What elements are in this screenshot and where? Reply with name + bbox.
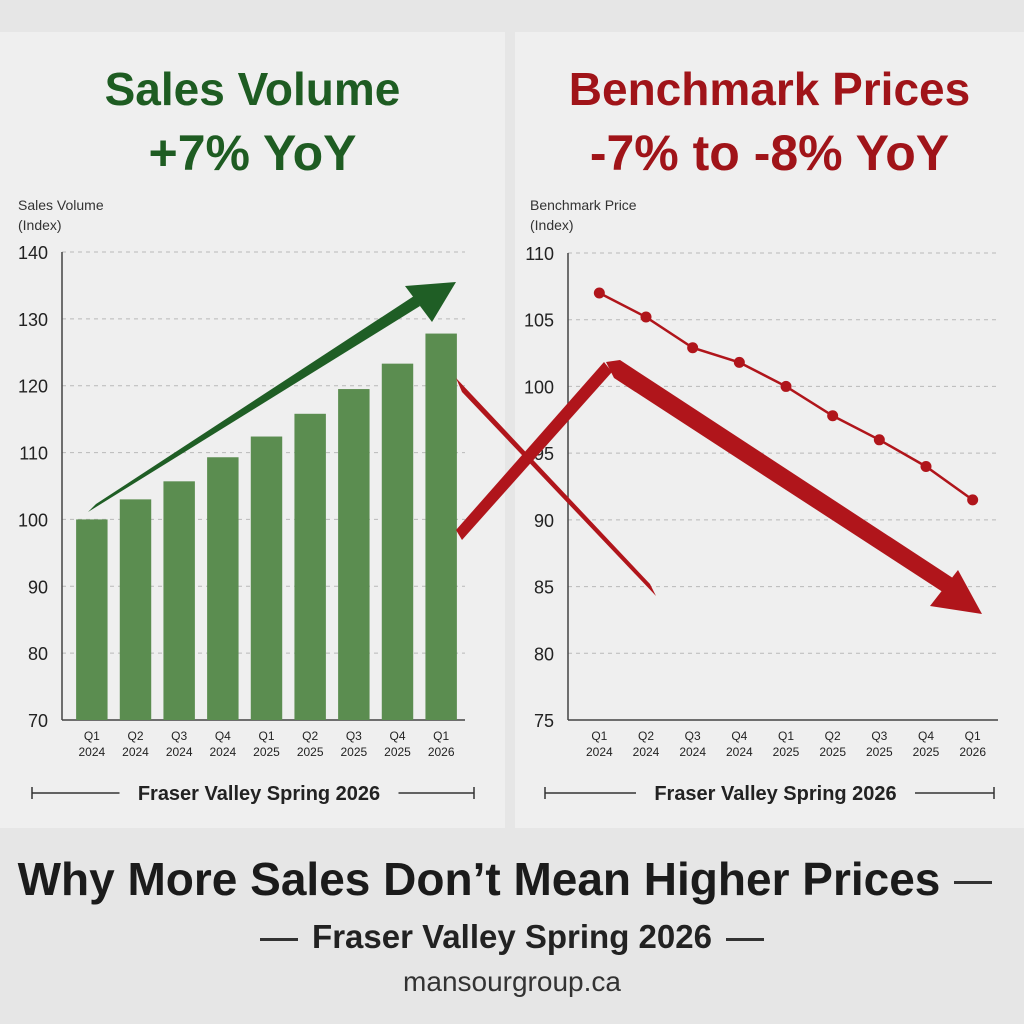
y-tick-label: 85	[534, 578, 554, 598]
footer-title: Why More Sales Don’t Mean Higher Prices	[0, 852, 1024, 906]
y-axis-label: (Index)	[530, 217, 574, 233]
x-tick-label: 2024	[166, 745, 193, 759]
y-tick-label: 70	[28, 711, 48, 731]
x-tick-label: 2026	[428, 745, 455, 759]
x-tick-label: 2025	[384, 745, 411, 759]
x-tick-label: 2024	[78, 745, 105, 759]
benchmark-prices-title: Benchmark Prices	[568, 63, 971, 115]
x-tick-label: 2024	[679, 745, 706, 759]
x-tick-label: Q1	[778, 729, 794, 743]
cross-arrow-down	[456, 378, 656, 596]
sales-bar	[119, 499, 152, 720]
footer-title-dash	[954, 881, 993, 885]
x-tick-label: Q3	[685, 729, 701, 743]
x-tick-label: 2025	[773, 745, 800, 759]
x-tick-label: 2024	[726, 745, 753, 759]
y-axis-label: Sales Volume	[18, 197, 104, 213]
y-tick-label: 110	[525, 244, 554, 264]
x-tick-label: 2025	[866, 745, 893, 759]
x-tick-label: 2026	[959, 745, 986, 759]
footer-subtitle-line: Fraser Valley Spring 2026	[0, 918, 1024, 956]
price-point	[920, 460, 932, 472]
y-tick-label: 120	[18, 377, 48, 397]
price-point	[873, 434, 885, 446]
chart-caption: Fraser Valley Spring 2026	[138, 783, 380, 805]
footer-subtitle: Fraser Valley Spring 2026	[312, 918, 712, 955]
x-tick-label: Q1	[965, 729, 981, 743]
y-tick-label: 80	[28, 644, 48, 664]
x-tick-label: Q4	[389, 729, 405, 743]
chart-caption: Fraser Valley Spring 2026	[654, 783, 896, 805]
sales-bar	[163, 481, 195, 720]
sales-bar	[294, 413, 326, 720]
benchmark-prices-panel: Benchmark Prices -7% to -8% YoY	[515, 32, 1024, 828]
price-point	[640, 311, 652, 323]
x-tick-label: Q3	[871, 729, 887, 743]
sales-bar	[76, 519, 108, 720]
benchmark-prices-change: -7% to -8% YoY	[589, 125, 950, 181]
x-tick-label: Q2	[127, 729, 143, 743]
price-point	[827, 410, 839, 422]
y-tick-label: 110	[19, 444, 48, 464]
y-tick-label: 100	[524, 377, 554, 397]
y-tick-label: 100	[18, 510, 48, 530]
price-point	[733, 356, 745, 368]
y-tick-label: 80	[534, 644, 554, 664]
sales-volume-change: +7% YoY	[148, 125, 357, 181]
sales-bar	[381, 363, 414, 720]
x-tick-label: Q1	[84, 729, 100, 743]
trend-down-arrow-head	[930, 570, 982, 614]
x-tick-label: Q4	[918, 729, 934, 743]
y-tick-label: 90	[534, 511, 554, 531]
trend-down-arrow	[606, 360, 962, 598]
y-tick-label: 105	[524, 311, 554, 331]
footer-right-dash	[725, 937, 764, 941]
x-tick-label: Q1	[258, 729, 274, 743]
x-tick-label: 2024	[122, 745, 149, 759]
x-tick-label: Q3	[346, 729, 362, 743]
footer-url: mansourgroup.ca	[403, 966, 621, 997]
y-tick-label: 75	[534, 711, 554, 731]
sales-bar	[207, 457, 239, 720]
sales-bar	[425, 333, 457, 720]
cross-arrow-up	[456, 362, 612, 540]
footer-left-dash	[260, 937, 299, 941]
x-tick-label: 2024	[209, 745, 236, 759]
sales-bar	[338, 389, 370, 720]
y-tick-label: 130	[18, 310, 48, 330]
x-tick-label: Q3	[171, 729, 187, 743]
x-tick-label: 2025	[297, 745, 324, 759]
x-tick-label: 2025	[819, 745, 846, 759]
x-tick-label: Q4	[215, 729, 231, 743]
y-axis-label: (Index)	[18, 217, 62, 233]
x-tick-label: Q1	[433, 729, 449, 743]
y-tick-label: 140	[18, 243, 48, 263]
y-tick-label: 90	[28, 577, 48, 597]
sales-bar	[250, 436, 283, 720]
x-tick-label: 2025	[340, 745, 367, 759]
x-tick-label: Q2	[825, 729, 841, 743]
x-tick-label: 2025	[253, 745, 280, 759]
x-tick-label: Q2	[638, 729, 654, 743]
x-tick-label: Q4	[731, 729, 747, 743]
x-tick-label: 2025	[913, 745, 940, 759]
trend-up-arrow	[88, 296, 420, 512]
x-tick-label: Q1	[591, 729, 607, 743]
trend-up-arrow-head	[405, 282, 456, 322]
sales-volume-title: Sales Volume	[104, 63, 401, 115]
x-tick-label: 2024	[586, 745, 613, 759]
price-point	[687, 342, 699, 354]
x-tick-label: Q2	[302, 729, 318, 743]
price-point	[967, 494, 979, 506]
x-tick-label: 2024	[633, 745, 660, 759]
y-axis-label: Benchmark Price	[530, 197, 637, 213]
price-point	[780, 380, 792, 392]
price-point	[593, 287, 605, 299]
